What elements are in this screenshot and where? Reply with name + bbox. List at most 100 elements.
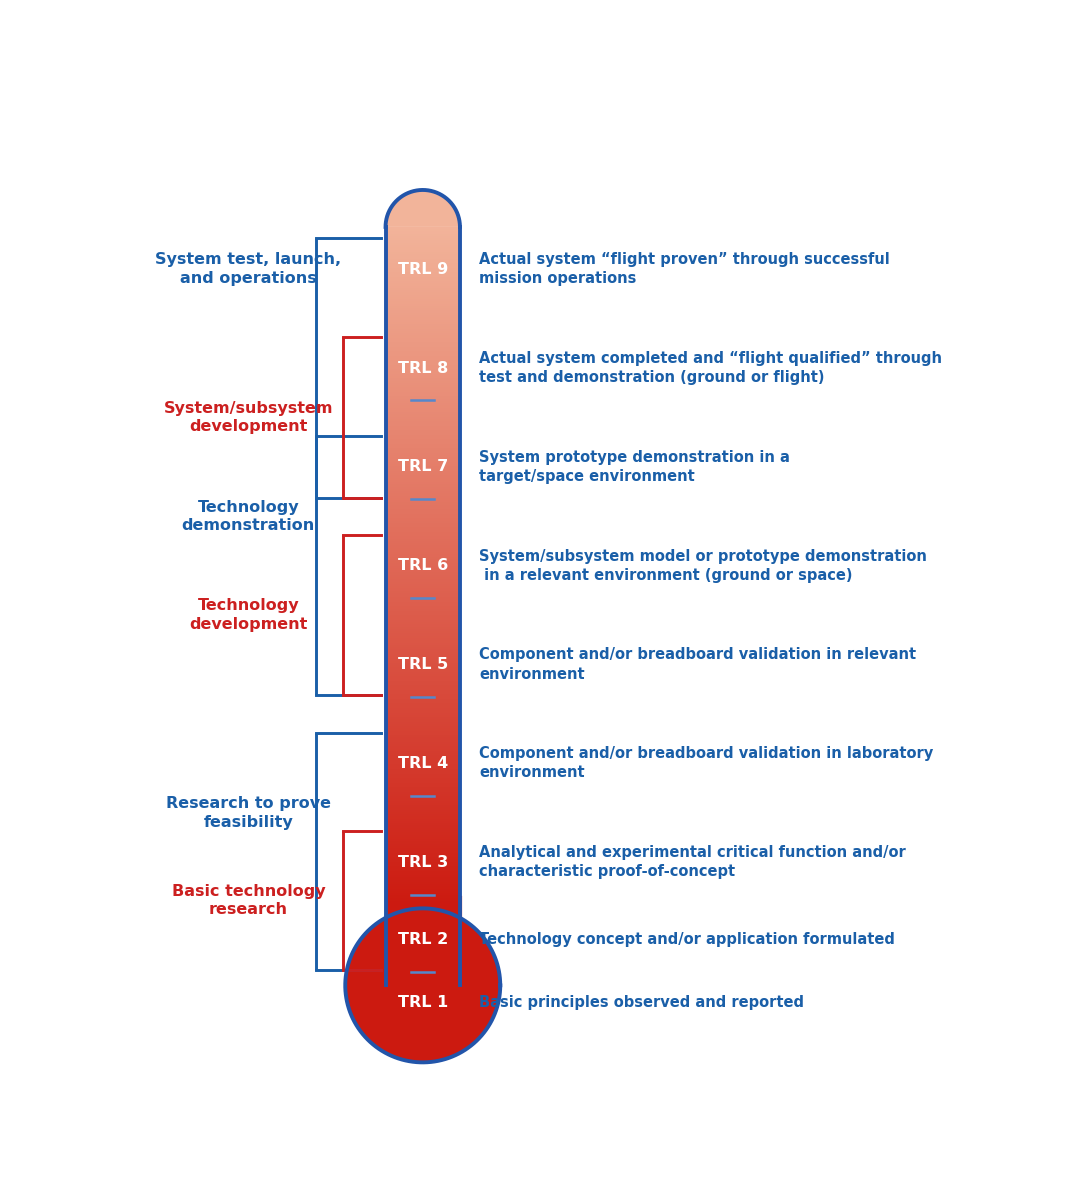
- Bar: [385, 774, 460, 776]
- Bar: [385, 810, 460, 812]
- Bar: [385, 323, 460, 326]
- Bar: [385, 315, 460, 317]
- Bar: [385, 742, 460, 744]
- Bar: [385, 460, 460, 461]
- Bar: [385, 780, 460, 782]
- Bar: [385, 835, 460, 836]
- Bar: [385, 381, 460, 383]
- Bar: [385, 859, 460, 861]
- Bar: [385, 654, 460, 657]
- Bar: [385, 869, 460, 871]
- Bar: [385, 825, 460, 828]
- Bar: [385, 692, 460, 695]
- Bar: [385, 900, 460, 902]
- Bar: [385, 519, 460, 521]
- Bar: [385, 876, 460, 877]
- Bar: [385, 305, 460, 308]
- Bar: [385, 846, 460, 848]
- Bar: [385, 561, 460, 563]
- Bar: [385, 259, 460, 261]
- Bar: [385, 254, 460, 256]
- Bar: [385, 379, 460, 381]
- Bar: [385, 480, 460, 482]
- Bar: [385, 559, 460, 561]
- Bar: [385, 618, 460, 619]
- Bar: [385, 419, 460, 422]
- Bar: [385, 376, 460, 379]
- Bar: [385, 468, 460, 471]
- Bar: [385, 652, 460, 654]
- Bar: [385, 839, 460, 841]
- Bar: [385, 719, 460, 721]
- Bar: [385, 792, 460, 794]
- Bar: [385, 537, 460, 539]
- Text: Basic principles observed and reported: Basic principles observed and reported: [480, 994, 804, 1010]
- Bar: [385, 721, 460, 724]
- Bar: [385, 600, 460, 601]
- Bar: [385, 229, 460, 231]
- Bar: [385, 543, 460, 545]
- Bar: [385, 539, 460, 540]
- Bar: [385, 611, 460, 613]
- Bar: [385, 498, 460, 501]
- Bar: [385, 782, 460, 785]
- Bar: [385, 657, 460, 659]
- Bar: [385, 772, 460, 774]
- Text: TRL 1: TRL 1: [397, 994, 448, 1010]
- Bar: [385, 435, 460, 437]
- Bar: [385, 662, 460, 665]
- Bar: [385, 812, 460, 815]
- Bar: [385, 317, 460, 320]
- Bar: [385, 241, 460, 243]
- Bar: [385, 724, 460, 726]
- Bar: [385, 803, 460, 805]
- Text: TRL 4: TRL 4: [397, 756, 448, 770]
- Bar: [385, 797, 460, 798]
- Bar: [385, 527, 460, 530]
- Bar: [385, 249, 460, 252]
- Bar: [385, 430, 460, 432]
- Text: TRL 6: TRL 6: [397, 558, 448, 573]
- Bar: [385, 326, 460, 328]
- Bar: [385, 466, 460, 468]
- Text: Component and/or breadboard validation in relevant
environment: Component and/or breadboard validation i…: [480, 647, 916, 682]
- Bar: [385, 285, 460, 288]
- Bar: [385, 629, 460, 631]
- Bar: [385, 290, 460, 292]
- Bar: [385, 422, 460, 423]
- Bar: [385, 833, 460, 835]
- Bar: [385, 545, 460, 547]
- Bar: [385, 563, 460, 565]
- Bar: [385, 238, 460, 241]
- Bar: [385, 798, 460, 800]
- Bar: [385, 231, 460, 234]
- Bar: [385, 440, 460, 442]
- Bar: [385, 634, 460, 636]
- Bar: [385, 234, 460, 236]
- Bar: [385, 828, 460, 830]
- Bar: [385, 776, 460, 778]
- Bar: [385, 800, 460, 803]
- Bar: [385, 636, 460, 639]
- Bar: [385, 760, 460, 762]
- Text: System test, launch,
and operations: System test, launch, and operations: [156, 253, 342, 286]
- Bar: [385, 534, 460, 537]
- Bar: [385, 369, 460, 371]
- Bar: [385, 683, 460, 685]
- Bar: [385, 331, 460, 333]
- Bar: [385, 392, 460, 394]
- Bar: [385, 568, 460, 570]
- Bar: [385, 346, 460, 349]
- Bar: [385, 823, 460, 825]
- Text: Actual system completed and “flight qualified” through
test and demonstration (g: Actual system completed and “flight qual…: [480, 351, 942, 386]
- Bar: [385, 244, 460, 247]
- Bar: [385, 573, 460, 575]
- Bar: [385, 297, 460, 300]
- Text: Analytical and experimental critical function and/or
characteristic proof-of-con: Analytical and experimental critical fun…: [480, 845, 906, 879]
- Bar: [385, 279, 460, 282]
- Bar: [385, 374, 460, 376]
- Bar: [385, 593, 460, 595]
- Bar: [385, 769, 460, 772]
- Bar: [385, 794, 460, 797]
- Bar: [385, 476, 460, 478]
